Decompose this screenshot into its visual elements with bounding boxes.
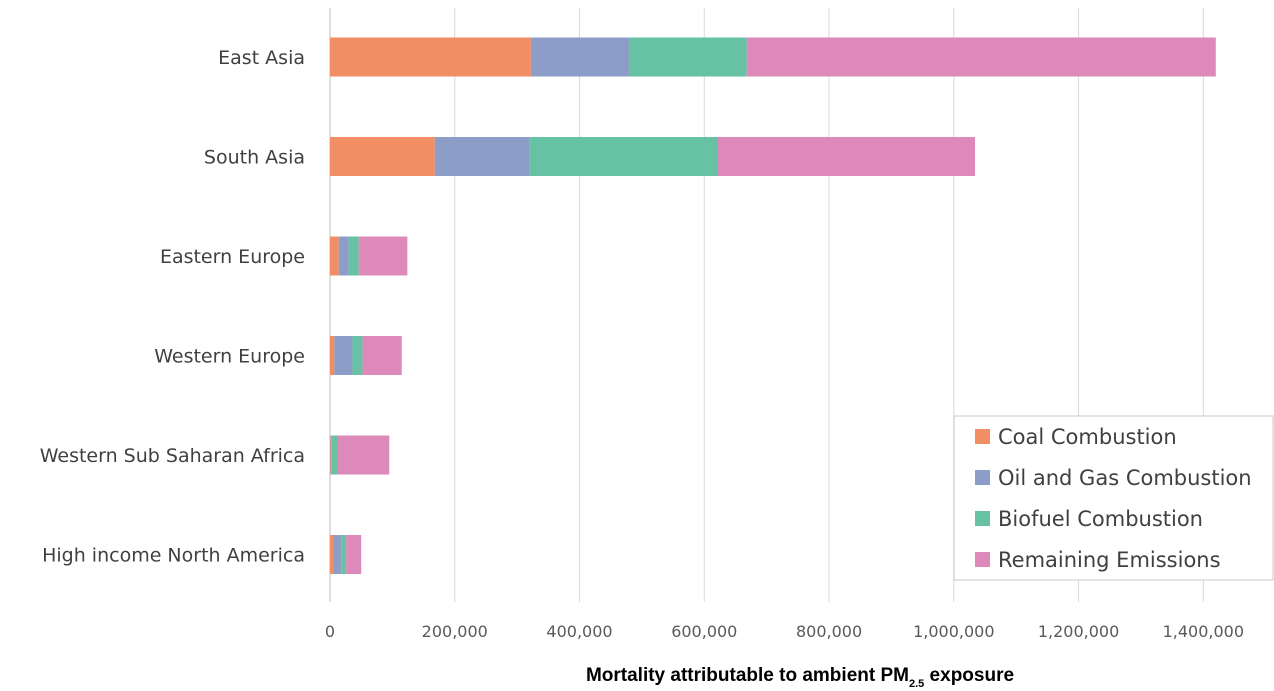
x-axis-title: Mortality attributable to ambient PM2.5 … <box>586 665 1014 690</box>
bar-segment <box>337 435 390 475</box>
x-tick-label: 800,000 <box>796 622 862 641</box>
x-tick-label: 600,000 <box>671 622 737 641</box>
x-tick-label: 1,200,000 <box>1038 622 1119 641</box>
x-tick-label: 1,000,000 <box>913 622 994 641</box>
legend-swatch <box>975 470 990 485</box>
bar-segment <box>333 535 342 574</box>
bar-segment <box>348 236 359 276</box>
bar-segment <box>530 37 630 77</box>
bar-segment <box>330 336 335 375</box>
bar-segment <box>330 37 531 77</box>
bar-segment <box>330 236 339 276</box>
x-axis-title-suffix: exposure <box>924 665 1014 686</box>
bar-segment <box>330 435 331 475</box>
legend-box <box>953 415 1274 581</box>
category-label: Eastern Europe <box>160 246 305 268</box>
legend-label: Oil and Gas Combustion <box>998 466 1252 490</box>
legend-label: Coal Combustion <box>998 425 1177 449</box>
bar-segment <box>346 535 362 574</box>
x-tick-labels: 0 200,000 400,000 600,000 800,000 1,000,000 1,… <box>325 622 1244 641</box>
bar-segment <box>434 137 530 176</box>
bar-segment <box>334 336 353 375</box>
x-tick-label: 200,000 <box>422 622 488 641</box>
bar-segment <box>338 236 349 276</box>
legend-label: Biofuel Combustion <box>998 507 1203 531</box>
category-label: East Asia <box>218 47 305 69</box>
bar-segment <box>330 137 435 176</box>
category-label: Western Europe <box>154 346 305 368</box>
bar-segment <box>331 435 338 475</box>
gridlines <box>329 8 1204 602</box>
x-tick-label: 0 <box>325 622 335 641</box>
bar-segment <box>330 535 334 574</box>
category-labels: East Asia South Asia Eastern Europe Western… <box>40 47 305 567</box>
bar-segment <box>718 137 976 176</box>
x-tick-label: 1,400,000 <box>1163 622 1244 641</box>
x-axis-title-subscript: 2.5 <box>909 678 924 690</box>
legend-label: Remaining Emissions <box>998 548 1221 572</box>
legend-swatch <box>975 511 990 526</box>
bar-segment <box>352 336 363 375</box>
bar-segment <box>529 137 719 176</box>
x-tick-label: 400,000 <box>546 622 612 641</box>
bar-segment <box>341 535 347 574</box>
bar-segment <box>746 37 1216 77</box>
category-label: High income North America <box>42 545 305 567</box>
bar-segment <box>362 336 402 375</box>
bar-segment <box>629 37 747 77</box>
legend-swatch <box>975 429 990 444</box>
legend: Coal Combustion Oil and Gas Combustion Bio… <box>953 415 1274 581</box>
category-label: Western Sub Saharan Africa <box>40 445 305 467</box>
bar-segment <box>358 236 408 276</box>
x-axis-title-main: Mortality attributable to ambient PM <box>586 665 909 686</box>
bar-segment <box>330 435 332 475</box>
bars <box>330 37 1216 574</box>
legend-swatch <box>975 552 990 567</box>
category-label: South Asia <box>204 147 305 169</box>
